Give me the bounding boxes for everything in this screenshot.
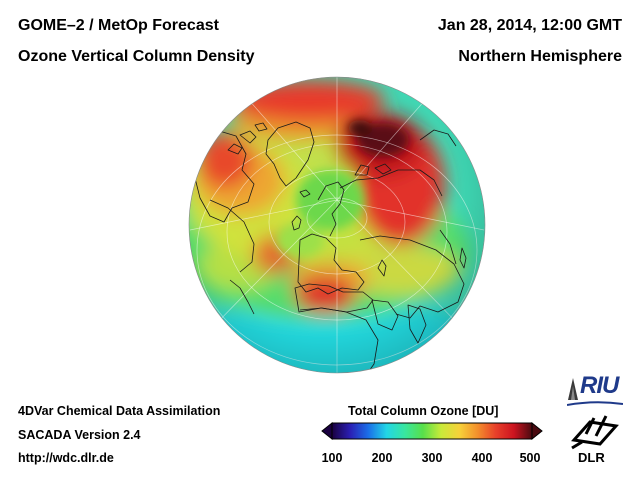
colorbar-tick-400: 400: [471, 451, 493, 465]
colorbar-tick-500: 500: [519, 451, 541, 465]
riu-logo-mark: [568, 378, 578, 400]
model-description: 4DVar Chemical Data Assimilation: [18, 404, 221, 418]
colorbar-over-arrow: [531, 421, 543, 441]
riu-logo-text: RIU: [580, 372, 619, 399]
colorbar-title: Total Column Ozone [DU]: [348, 404, 499, 418]
source-url: http://wdc.dlr.de: [18, 451, 114, 465]
colorbar: [321, 421, 543, 441]
hemisphere-label: Northern Hemisphere: [458, 48, 622, 65]
colorbar-body: [331, 422, 533, 440]
map-subtitle: Ozone Vertical Column Density: [18, 48, 255, 65]
dlr-logo-text: DLR: [578, 450, 605, 465]
colorbar-tick-300: 300: [421, 451, 443, 465]
colorbar-tick-100: 100: [321, 451, 343, 465]
model-version: SACADA Version 2.4: [18, 428, 141, 442]
dlr-logo-mark: [571, 415, 619, 450]
globe-outline: [188, 76, 486, 374]
colorbar-under-arrow: [321, 421, 333, 441]
map-title: GOME–2 / MetOp Forecast: [18, 17, 219, 34]
riu-logo-underline: [567, 401, 623, 406]
colorbar-tick-200: 200: [371, 451, 393, 465]
forecast-timestamp: Jan 28, 2014, 12:00 GMT: [437, 17, 622, 34]
